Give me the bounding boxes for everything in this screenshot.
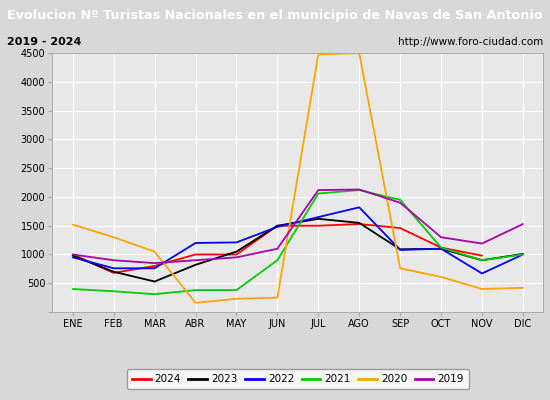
2020 (151, 249, 158, 254)
Line: 2024: 2024 (73, 224, 482, 273)
2022 (356, 205, 362, 210)
2021 (315, 191, 322, 196)
2019 (315, 188, 322, 192)
2021 (69, 286, 76, 291)
Text: http://www.foro-ciudad.com: http://www.foro-ciudad.com (398, 37, 543, 47)
2023 (397, 247, 404, 252)
2020 (356, 51, 362, 56)
2019 (233, 255, 240, 260)
2020 (315, 52, 322, 57)
Line: 2023: 2023 (73, 219, 523, 282)
2024 (315, 223, 322, 228)
2024 (397, 226, 404, 230)
2022 (233, 240, 240, 245)
Line: 2019: 2019 (73, 190, 523, 263)
2021 (192, 288, 199, 292)
2022 (397, 248, 404, 252)
2020 (111, 235, 117, 240)
2021 (397, 198, 404, 202)
2023 (478, 258, 485, 263)
Line: 2020: 2020 (73, 53, 523, 303)
2020 (233, 296, 240, 301)
Line: 2021: 2021 (73, 190, 523, 294)
2019 (69, 252, 76, 257)
2021 (438, 245, 444, 250)
2023 (233, 249, 240, 254)
2021 (520, 252, 526, 257)
2022 (274, 224, 280, 229)
2024 (111, 270, 117, 275)
2020 (438, 274, 444, 279)
2022 (192, 240, 199, 245)
2022 (520, 252, 526, 257)
2023 (151, 279, 158, 284)
2022 (438, 246, 444, 251)
2021 (111, 289, 117, 294)
2024 (151, 264, 158, 268)
2022 (478, 271, 485, 276)
2019 (111, 258, 117, 263)
2024 (192, 252, 199, 257)
2023 (438, 246, 444, 251)
2022 (315, 215, 322, 220)
2019 (356, 187, 362, 192)
2021 (233, 288, 240, 292)
2024 (233, 252, 240, 257)
2023 (111, 269, 117, 274)
2019 (397, 200, 404, 205)
Legend: 2024, 2023, 2022, 2021, 2020, 2019: 2024, 2023, 2022, 2021, 2020, 2019 (126, 369, 469, 389)
2023 (520, 252, 526, 256)
2020 (520, 286, 526, 290)
2019 (438, 235, 444, 240)
2020 (192, 300, 199, 305)
Text: Evolucion Nº Turistas Nacionales en el municipio de Navas de San Antonio: Evolucion Nº Turistas Nacionales en el m… (7, 8, 543, 22)
2022 (151, 266, 158, 271)
2019 (151, 261, 158, 266)
2020 (274, 295, 280, 300)
2024 (438, 245, 444, 250)
2020 (69, 222, 76, 227)
2023 (192, 262, 199, 267)
2020 (478, 286, 485, 291)
2021 (151, 292, 158, 296)
2024 (69, 252, 76, 257)
2023 (315, 216, 322, 221)
2019 (192, 258, 199, 263)
2021 (478, 258, 485, 263)
2022 (69, 255, 76, 260)
2019 (478, 241, 485, 246)
2020 (397, 266, 404, 271)
Text: 2019 - 2024: 2019 - 2024 (7, 37, 81, 47)
2023 (69, 253, 76, 258)
2019 (520, 222, 526, 226)
2024 (356, 222, 362, 226)
2021 (274, 258, 280, 263)
2024 (274, 223, 280, 228)
Line: 2022: 2022 (73, 207, 523, 274)
2021 (356, 188, 362, 192)
2024 (478, 253, 485, 258)
2022 (111, 266, 117, 271)
2019 (274, 246, 280, 251)
2023 (356, 220, 362, 225)
2023 (274, 223, 280, 228)
